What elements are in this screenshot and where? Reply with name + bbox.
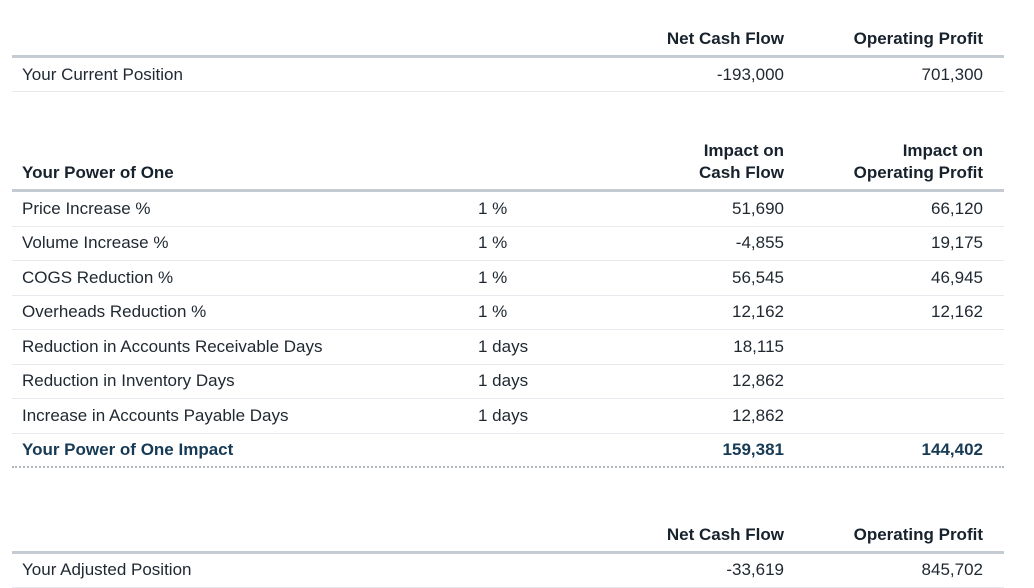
row-cash-impact: 18,115 bbox=[733, 336, 784, 356]
table-row: COGS Reduction % 1 % 56,545 46,945 bbox=[12, 261, 1004, 296]
table-row: Reduction in Inventory Days 1 days 12,86… bbox=[12, 365, 1004, 399]
row-cash-impact: -4,855 bbox=[735, 233, 784, 253]
power-of-one-table: Net Cash Flow Operating Profit Your Curr… bbox=[12, 0, 1004, 588]
header-impact-cash: Impact on Cash Flow bbox=[626, 140, 784, 184]
row-label: Reduction in Inventory Days bbox=[22, 371, 235, 391]
row-cash-impact: 12,862 bbox=[732, 371, 784, 391]
row-input[interactable]: 1 % bbox=[478, 267, 508, 287]
row-cash-impact: 12,162 bbox=[732, 302, 784, 322]
current-profit-value: 701,300 bbox=[921, 64, 983, 84]
row-label: Volume Increase % bbox=[22, 233, 169, 253]
adjusted-position-header: Net Cash Flow Operating Profit bbox=[12, 496, 1004, 554]
adjusted-cash-value: -33,619 bbox=[726, 560, 784, 579]
row-cash-impact: 51,690 bbox=[732, 198, 784, 218]
table-row: Price Increase % 1 % 51,690 66,120 bbox=[12, 192, 1004, 227]
row-label: Overheads Reduction % bbox=[22, 302, 207, 322]
adjusted-position-label: Your Adjusted Position bbox=[22, 560, 192, 579]
row-profit-impact: 12,162 bbox=[931, 302, 983, 322]
total-label: Your Power of One Impact bbox=[22, 439, 234, 459]
adjusted-position-row: Your Adjusted Position -33,619 845,702 bbox=[12, 554, 1004, 588]
row-label: Price Increase % bbox=[22, 198, 151, 218]
row-profit-impact: 46,945 bbox=[931, 267, 983, 287]
header-operating-profit: Operating Profit bbox=[853, 29, 983, 48]
table-row: Volume Increase % 1 % -4,855 19,175 bbox=[12, 227, 1004, 261]
power-of-one-title: Your Power of One bbox=[22, 163, 174, 182]
row-profit-impact: 66,120 bbox=[931, 198, 983, 218]
header-impact-profit-line1: Impact on bbox=[902, 141, 983, 160]
current-cash-value: -193,000 bbox=[716, 64, 784, 84]
row-label: COGS Reduction % bbox=[22, 267, 174, 287]
total-profit-value: 144,402 bbox=[921, 439, 983, 459]
power-of-one-header: Your Power of One Impact on Cash Flow Im… bbox=[12, 130, 1004, 192]
current-position-header: Net Cash Flow Operating Profit bbox=[12, 0, 1004, 58]
header-operating-profit: Operating Profit bbox=[853, 524, 983, 544]
row-input[interactable]: 1 % bbox=[478, 198, 508, 218]
row-input[interactable]: 1 days bbox=[478, 336, 529, 356]
row-label: Reduction in Accounts Receivable Days bbox=[22, 336, 323, 356]
header-impact-cash-line1: Impact on bbox=[703, 141, 784, 160]
total-cash-value: 159,381 bbox=[722, 439, 784, 459]
adjusted-profit-value: 845,702 bbox=[921, 560, 983, 579]
header-impact-cash-line2: Cash Flow bbox=[698, 163, 784, 182]
current-position-row: Your Current Position -193,000 701,300 bbox=[12, 58, 1004, 92]
header-impact-profit-line2: Operating Profit bbox=[853, 163, 983, 182]
row-label: Increase in Accounts Payable Days bbox=[22, 405, 289, 425]
current-position-label: Your Current Position bbox=[22, 64, 183, 84]
table-row: Increase in Accounts Payable Days 1 days… bbox=[12, 399, 1004, 434]
row-input[interactable]: 1 % bbox=[478, 302, 508, 322]
row-cash-impact: 12,862 bbox=[732, 405, 784, 425]
row-input[interactable]: 1 % bbox=[478, 233, 508, 253]
header-impact-profit: Impact on Operating Profit bbox=[784, 140, 1004, 184]
table-row: Overheads Reduction % 1 % 12,162 12,162 bbox=[12, 296, 1004, 330]
header-net-cash-flow: Net Cash Flow bbox=[666, 29, 784, 48]
row-profit-impact: 19,175 bbox=[931, 233, 983, 253]
table-row: Reduction in Accounts Receivable Days 1 … bbox=[12, 330, 1004, 365]
row-input[interactable]: 1 days bbox=[478, 405, 529, 425]
header-net-cash-flow: Net Cash Flow bbox=[666, 524, 784, 544]
row-input[interactable]: 1 days bbox=[478, 371, 529, 391]
row-cash-impact: 56,545 bbox=[732, 267, 784, 287]
power-of-one-total-row: Your Power of One Impact 159,381 144,402 bbox=[12, 434, 1004, 468]
